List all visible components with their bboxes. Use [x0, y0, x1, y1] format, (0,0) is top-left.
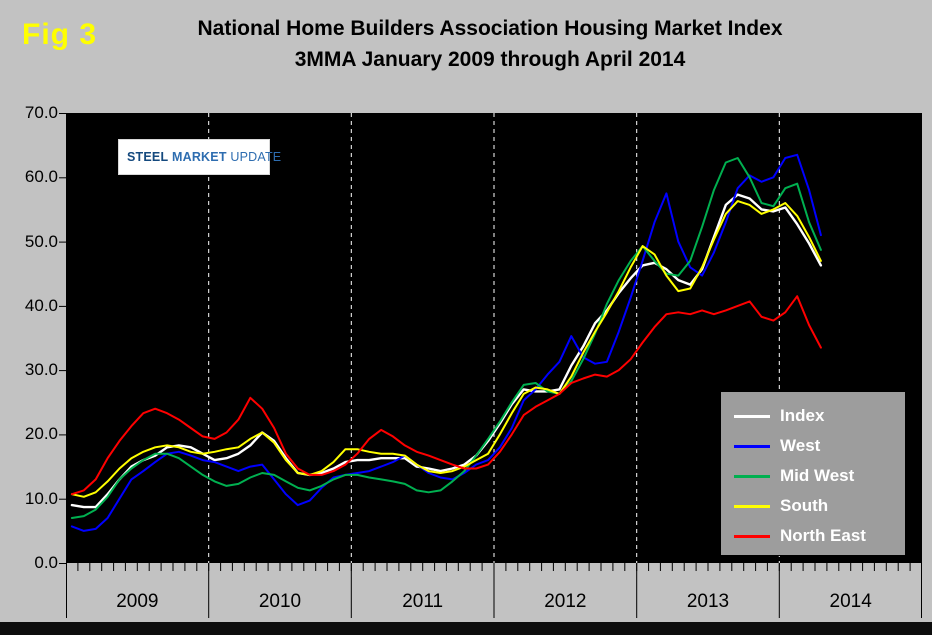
series-line-index	[70, 193, 823, 509]
chart-title: National Home Builders Association Housi…	[70, 13, 910, 75]
steel-market-update-logo: STEEL MARKET UPDATE	[118, 139, 281, 175]
legend-line-sample	[734, 414, 770, 418]
legend-line-sample	[734, 534, 770, 538]
x-axis-year-label: 2013	[686, 591, 730, 612]
series-line-south	[70, 200, 822, 498]
x-axis-year-label: 2010	[258, 591, 302, 612]
y-axis-label: 10.0	[24, 488, 58, 508]
legend-item-north-east: North East	[721, 521, 905, 551]
series-line-mid-west	[70, 157, 822, 519]
y-axis-label: 40.0	[24, 295, 58, 315]
y-axis-label: 20.0	[24, 424, 58, 444]
x-axis-year-label: 2011	[402, 591, 444, 612]
legend-item-index: Index	[721, 401, 905, 431]
legend-label: Mid West	[780, 466, 855, 485]
x-axis-year-label: 2009	[116, 591, 159, 612]
y-axis-label: 0.0	[34, 553, 58, 572]
logo-word-market: MARKET	[171, 150, 227, 164]
legend-label: South	[780, 496, 829, 515]
y-axis-label: 60.0	[24, 167, 58, 187]
y-axis-label: 70.0	[24, 103, 58, 122]
legend-line-sample	[734, 474, 770, 478]
logo-word-update: UPDATE	[230, 150, 282, 164]
series-line-west	[70, 153, 822, 532]
chart-title-line2: 3MMA January 2009 through April 2014	[294, 48, 686, 71]
legend-label: Index	[780, 406, 825, 425]
bottom-bar	[0, 622, 932, 635]
legend-item-mid-west: Mid West	[721, 461, 905, 491]
figure-label: Fig 3	[22, 18, 98, 51]
legend-item-west: West	[721, 431, 905, 461]
series-line-north-east	[70, 295, 822, 496]
logo-text: STEEL MARKET UPDATE	[127, 150, 281, 164]
legend: Index West Mid West South North East	[720, 391, 906, 556]
chart-plot-svg	[70, 113, 823, 563]
logo-word-steel: STEEL	[127, 150, 169, 164]
x-axis-ticks	[66, 563, 922, 618]
chart-title-line1: National Home Builders Association Housi…	[197, 17, 783, 40]
legend-label: North East	[780, 526, 866, 545]
legend-line-sample	[734, 444, 770, 448]
legend-item-south: South	[721, 491, 905, 521]
y-axis-label: 30.0	[24, 360, 58, 380]
y-axis-ticks	[59, 113, 66, 564]
legend-line-sample	[734, 504, 770, 508]
legend-label: West	[780, 436, 821, 455]
x-axis-year-label: 2014	[829, 591, 872, 612]
y-axis-label: 50.0	[24, 231, 58, 251]
x-axis-year-label: 2012	[544, 591, 587, 612]
